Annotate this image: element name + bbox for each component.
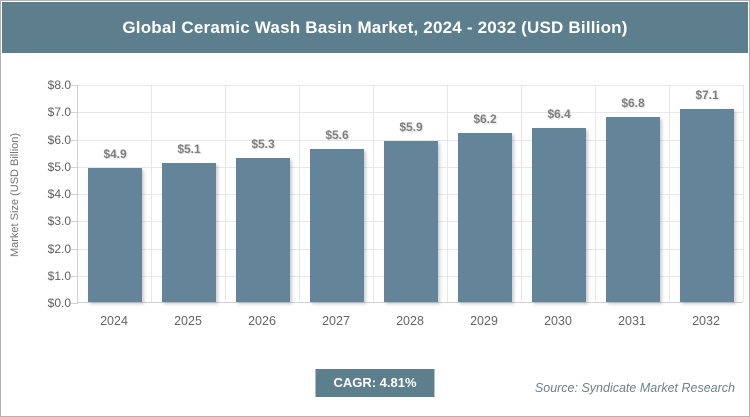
gridline-vertical bbox=[151, 85, 152, 302]
x-axis-label: 2026 bbox=[248, 314, 276, 328]
bar-value-label: $6.8 bbox=[621, 95, 645, 110]
bar-value-label: $6.4 bbox=[547, 106, 571, 121]
gridline-horizontal bbox=[78, 139, 743, 141]
y-axis-tick-mark bbox=[71, 85, 78, 86]
bar-2032 bbox=[680, 108, 734, 302]
cagr-badge: CAGR: 4.81% bbox=[315, 369, 435, 397]
bar-2026 bbox=[236, 157, 290, 302]
gridline-horizontal bbox=[78, 85, 743, 86]
gridline-vertical bbox=[669, 85, 670, 302]
y-axis-tick-label: $0.0 bbox=[47, 296, 71, 310]
y-axis-tick-label: $3.0 bbox=[47, 214, 71, 229]
x-axis-labels: 2024 2025 2026 2027 2028 2029 2030 2031 2032 bbox=[77, 314, 743, 332]
y-axis-tick-label: $5.0 bbox=[47, 159, 71, 174]
y-axis-tick-mark bbox=[71, 303, 78, 304]
gridline-vertical bbox=[447, 85, 448, 302]
x-axis-label: 2032 bbox=[692, 314, 720, 328]
bar-2029 bbox=[458, 133, 512, 302]
gridline-vertical bbox=[595, 85, 596, 302]
bar-value-label: $7.1 bbox=[695, 87, 719, 102]
y-axis-tick-mark bbox=[71, 248, 78, 250]
x-axis-label: 2031 bbox=[618, 314, 646, 328]
x-axis-label: 2027 bbox=[322, 314, 350, 328]
gridline-vertical bbox=[743, 85, 744, 302]
gridline-vertical bbox=[225, 85, 226, 302]
chart-title: Global Ceramic Wash Basin Market, 2024 -… bbox=[122, 17, 628, 37]
y-axis-tick-label: $2.0 bbox=[47, 241, 71, 256]
bar-value-label: $4.9 bbox=[103, 147, 127, 162]
y-axis-tick-label: $1.0 bbox=[47, 268, 71, 283]
x-axis-label: 2024 bbox=[100, 314, 128, 328]
chart-title-bar: Global Ceramic Wash Basin Market, 2024 -… bbox=[2, 2, 748, 53]
x-axis-label: 2025 bbox=[174, 314, 202, 328]
y-axis-tick-label: $7.0 bbox=[47, 105, 71, 120]
y-axis-tick-label: $6.0 bbox=[47, 132, 71, 147]
bar-value-label: $5.9 bbox=[399, 120, 423, 135]
y-axis-tick-mark bbox=[71, 221, 78, 223]
bar-value-label: $5.6 bbox=[325, 128, 349, 143]
bar-value-label: $6.2 bbox=[473, 112, 497, 127]
bar-2031 bbox=[606, 116, 660, 302]
gridline-horizontal bbox=[78, 112, 743, 114]
bar-2027 bbox=[310, 149, 364, 302]
bar-2028 bbox=[384, 141, 438, 302]
x-axis-label: 2028 bbox=[396, 314, 424, 328]
gridline-vertical bbox=[373, 85, 374, 302]
gridline-vertical bbox=[299, 85, 300, 302]
y-axis-tick-mark bbox=[71, 139, 78, 141]
bar-2030 bbox=[532, 127, 586, 302]
x-axis-label: 2030 bbox=[544, 314, 572, 328]
plot-area: $4.9 $5.1 $5.3 $5.6 $5.9 $6.2 $6.4 $6.8 $7.1 bbox=[71, 85, 744, 304]
y-axis-tick-mark bbox=[71, 275, 78, 277]
source-text: Source: Syndicate Market Research bbox=[534, 381, 735, 395]
gridline-vertical bbox=[521, 85, 522, 302]
y-axis-tick-mark bbox=[71, 112, 78, 114]
y-axis-tick-mark bbox=[71, 166, 78, 168]
x-axis-label: 2029 bbox=[470, 314, 498, 328]
bar-value-label: $5.3 bbox=[251, 136, 275, 151]
y-axis-tick-label: $8.0 bbox=[47, 78, 71, 92]
bar-2025 bbox=[162, 163, 216, 302]
y-axis-tick-labels: $0.0 $1.0 $2.0 $3.0 $4.0 $5.0 $6.0 $7.0 $8.0 bbox=[1, 78, 71, 310]
y-axis-tick-mark bbox=[71, 194, 78, 195]
bar-2024 bbox=[88, 168, 142, 302]
bar-value-label: $5.1 bbox=[177, 142, 201, 157]
y-axis-tick-label: $4.0 bbox=[47, 187, 71, 201]
